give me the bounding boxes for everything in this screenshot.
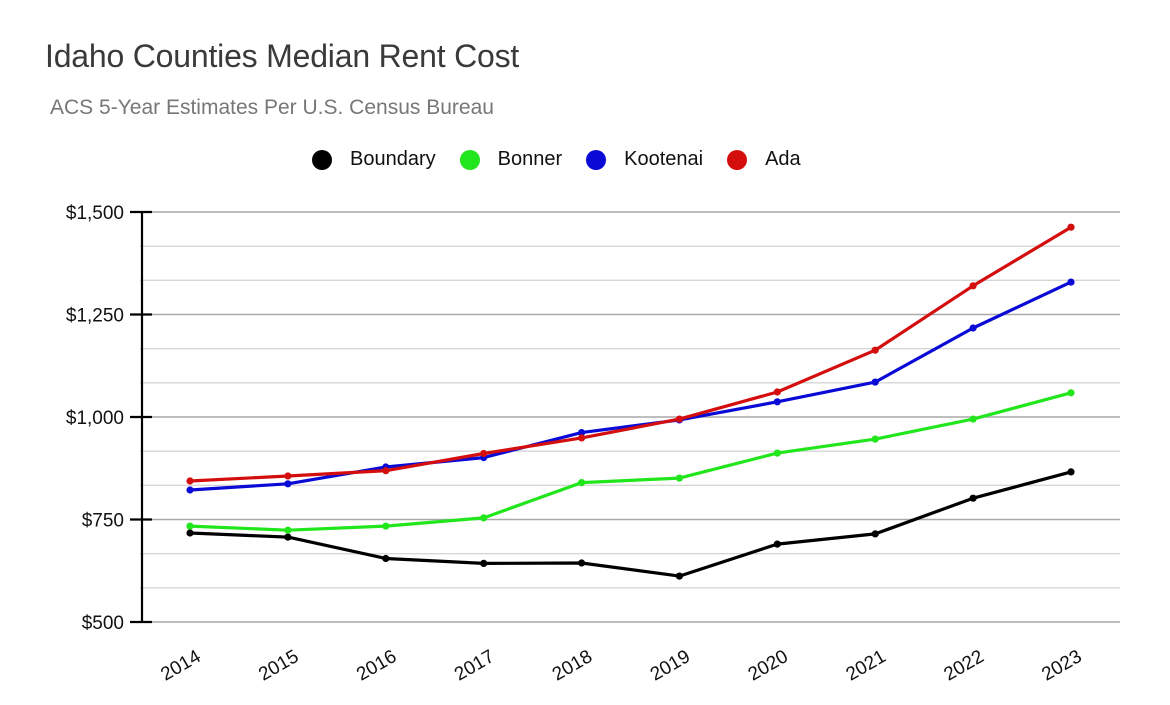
y-axis-ticks: $500 $750 $1,000 $1,250 $1,500 (66, 203, 152, 634)
data-point-bonner-2018 (578, 479, 586, 487)
data-point-bonner-2023 (1067, 389, 1075, 397)
data-point-boundary-2018 (578, 559, 586, 567)
legend-marker-icon (459, 149, 480, 170)
data-point-kootenai-2015 (284, 480, 292, 488)
data-point-kootenai-2022 (969, 324, 977, 332)
legend-item-kootenai[interactable]: Kootenai (586, 148, 703, 171)
x-axis-ticks: 2014 2015 2016 2017 2018 2019 2020 2021 2022 2023 (157, 646, 1085, 686)
data-point-kootenai-2023 (1067, 278, 1075, 286)
gridlines (140, 211, 1120, 623)
legend-marker-icon (312, 149, 332, 170)
series-group (186, 223, 1075, 580)
data-point-bonner-2016 (382, 522, 390, 530)
x-tick-label: 2023 (1038, 646, 1085, 685)
chart-title: Idaho Counties Median Rent Cost (45, 38, 520, 74)
data-point-kootenai-2014 (186, 486, 194, 494)
y-tick-label: $1,250 (66, 306, 124, 327)
legend-item-ada[interactable]: Ada (727, 148, 801, 171)
data-point-boundary-2014 (186, 529, 194, 537)
legend-label: Boundary (350, 148, 436, 170)
x-tick-label: 2022 (940, 646, 987, 685)
data-point-boundary-2017 (480, 559, 488, 568)
x-tick-label: 2014 (157, 646, 204, 686)
data-point-bonner-2021 (871, 435, 879, 443)
data-point-kootenai-2018 (578, 429, 586, 437)
data-point-ada-2022 (969, 282, 977, 290)
series-line-kootenai (188, 280, 1073, 492)
legend-label: Ada (765, 148, 801, 170)
data-point-bonner-2022 (969, 415, 977, 423)
data-point-ada-2021 (871, 346, 879, 354)
data-point-ada-2015 (284, 472, 292, 480)
series-line-ada (188, 225, 1073, 483)
data-point-ada-2019 (675, 415, 684, 423)
data-point-bonner-2019 (675, 474, 684, 482)
x-tick-label: 2016 (353, 646, 400, 685)
x-tick-label: 2015 (255, 646, 302, 685)
y-tick-label: $1,500 (66, 203, 124, 224)
data-point-ada-2020 (773, 388, 781, 396)
legend-item-boundary[interactable]: Boundary (312, 148, 436, 171)
legend: Boundary Bonner Kootenai Ada (312, 148, 825, 171)
x-tick-label: 2021 (843, 646, 890, 685)
legend-item-bonner[interactable]: Bonner (459, 148, 563, 171)
series-line-boundary (188, 470, 1073, 578)
data-point-kootenai-2021 (871, 378, 879, 386)
data-point-boundary-2016 (382, 554, 390, 563)
legend-label: Kootenai (624, 148, 704, 170)
data-point-boundary-2023 (1067, 468, 1075, 476)
y-tick-label: $1,000 (66, 408, 124, 429)
data-point-boundary-2015 (284, 533, 292, 541)
data-point-ada-2023 (1067, 223, 1075, 231)
legend-label: Bonner (497, 148, 563, 170)
data-point-bonner-2017 (480, 514, 488, 522)
chart-subtitle: ACS 5-Year Estimates Per U.S. Census Bur… (50, 96, 494, 119)
x-tick-label: 2017 (451, 646, 498, 685)
data-point-ada-2017 (480, 449, 488, 458)
data-point-boundary-2021 (871, 530, 879, 538)
y-tick-label: $750 (82, 511, 124, 532)
y-tick-label: $500 (82, 613, 124, 634)
x-tick-label: 2018 (549, 646, 596, 685)
data-point-ada-2016 (382, 467, 390, 475)
series-ada (186, 223, 1075, 485)
legend-marker-icon (586, 149, 607, 170)
data-point-bonner-2014 (186, 522, 194, 530)
series-boundary (186, 468, 1075, 580)
data-point-bonner-2015 (284, 526, 292, 534)
series-kootenai (186, 278, 1075, 494)
series-bonner (186, 389, 1075, 534)
data-point-ada-2014 (186, 477, 194, 485)
x-tick-label: 2019 (647, 646, 694, 685)
data-point-boundary-2020 (773, 540, 781, 548)
data-point-ada-2018 (578, 434, 586, 442)
data-point-kootenai-2020 (773, 398, 781, 406)
x-tick-label: 2020 (745, 646, 792, 685)
data-point-bonner-2020 (773, 449, 781, 457)
data-point-boundary-2022 (969, 494, 977, 502)
legend-marker-icon (727, 149, 748, 170)
data-point-boundary-2019 (675, 572, 684, 580)
series-line-bonner (188, 391, 1073, 532)
